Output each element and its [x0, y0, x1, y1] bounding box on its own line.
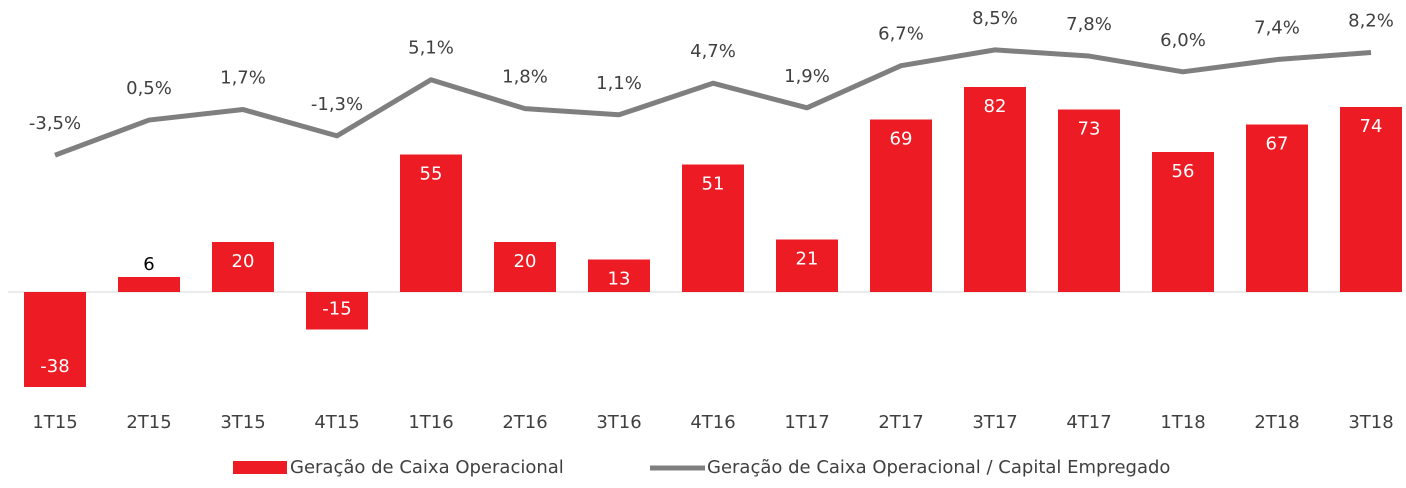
line-label: 1,8%: [502, 67, 548, 88]
bar: [494, 242, 556, 292]
bar: [1340, 107, 1402, 292]
line-label: 7,4%: [1254, 18, 1300, 39]
x-tick-label: 2T17: [878, 412, 923, 433]
legend-label: Geração de Caixa Operacional: [290, 457, 564, 478]
x-tick-label: 1T17: [784, 412, 829, 433]
x-tick-label: 3T16: [596, 412, 641, 433]
line-label: 1,9%: [784, 66, 830, 87]
bar-label: 67: [1266, 134, 1289, 155]
legend-swatch: [233, 461, 287, 474]
x-tick-label: 3T15: [220, 412, 265, 433]
line-label: 6,7%: [878, 24, 924, 45]
bar: [1152, 152, 1214, 292]
bar: [776, 239, 838, 292]
bar-label: 69: [890, 129, 913, 150]
bar: [588, 259, 650, 292]
bar: [964, 87, 1026, 292]
bar: [1058, 109, 1120, 292]
x-tick-label: 4T17: [1066, 412, 1111, 433]
bar-label: 20: [232, 251, 255, 272]
bar-label: 21: [796, 249, 819, 270]
bar-label: 82: [984, 96, 1007, 117]
line-label: 7,8%: [1066, 14, 1112, 35]
bar: [870, 119, 932, 292]
bar-label: -15: [322, 299, 351, 320]
line-label: -3,5%: [29, 113, 81, 134]
line-label: 6,0%: [1160, 30, 1206, 51]
bar-label: 6: [143, 254, 154, 275]
bar-label: 74: [1360, 116, 1383, 137]
line-label: 8,5%: [972, 8, 1018, 29]
bar: [400, 154, 462, 292]
line-label: 0,5%: [126, 78, 172, 99]
line-label: -1,3%: [311, 94, 363, 115]
x-tick-label: 2T16: [502, 412, 547, 433]
line-label: 4,7%: [690, 41, 736, 62]
x-tick-label: 2T15: [126, 412, 171, 433]
bar: [1246, 124, 1308, 292]
line: [54, 47, 1372, 158]
bar-label: -38: [40, 356, 69, 377]
bar-label: 20: [514, 251, 537, 272]
x-tick-label: 3T18: [1348, 412, 1393, 433]
line-label: 5,1%: [408, 38, 454, 59]
line-label: 1,7%: [220, 68, 266, 89]
x-tick-label: 1T16: [408, 412, 453, 433]
bar-label: 73: [1078, 119, 1101, 140]
x-tick-label: 1T18: [1160, 412, 1205, 433]
bar: [118, 277, 180, 292]
x-tick-label: 1T15: [32, 412, 77, 433]
x-tick-label: 3T17: [972, 412, 1017, 433]
x-tick-label: 2T18: [1254, 412, 1299, 433]
x-tick-label: 4T16: [690, 412, 735, 433]
bar: [212, 242, 274, 292]
x-tick-label: 4T15: [314, 412, 359, 433]
bar: [24, 292, 86, 387]
line-label: 8,2%: [1348, 11, 1394, 32]
bar-label: 51: [702, 174, 725, 195]
bar-label: 56: [1172, 161, 1195, 182]
bar-label: 55: [420, 164, 443, 185]
legend-label: Geração de Caixa Operacional / Capital E…: [707, 457, 1170, 478]
bar-label: 13: [608, 269, 631, 290]
line-label: 1,1%: [596, 73, 642, 94]
bar: [306, 292, 368, 330]
bar: [682, 164, 744, 292]
